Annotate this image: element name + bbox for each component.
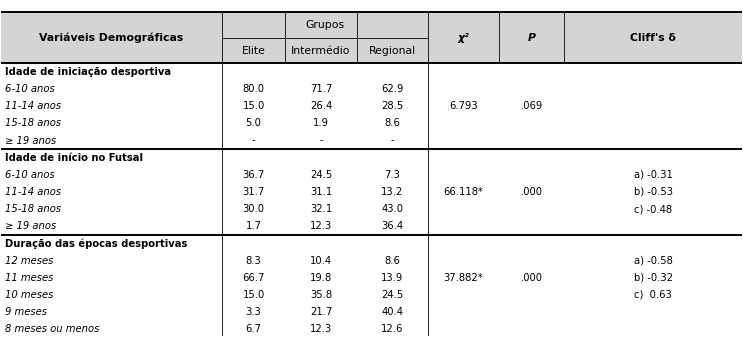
Text: 6.7: 6.7 bbox=[246, 324, 262, 334]
Text: .069: .069 bbox=[521, 101, 543, 111]
Text: 43.0: 43.0 bbox=[381, 204, 403, 214]
Text: 11-14 anos: 11-14 anos bbox=[5, 101, 61, 111]
Text: χ²: χ² bbox=[458, 33, 470, 43]
Text: 15.0: 15.0 bbox=[242, 101, 265, 111]
Text: 8 meses ou menos: 8 meses ou menos bbox=[5, 324, 100, 334]
Text: b) -0.53: b) -0.53 bbox=[634, 187, 673, 197]
Text: 6-10 anos: 6-10 anos bbox=[5, 84, 55, 94]
Text: .000: .000 bbox=[521, 187, 542, 197]
Text: 24.5: 24.5 bbox=[381, 290, 403, 300]
Text: 37.882*: 37.882* bbox=[444, 273, 484, 283]
Text: Regional: Regional bbox=[369, 45, 416, 56]
Text: ≥ 19 anos: ≥ 19 anos bbox=[5, 135, 56, 146]
Text: 13.2: 13.2 bbox=[381, 187, 403, 197]
Text: 13.9: 13.9 bbox=[381, 273, 403, 283]
Text: Grupos: Grupos bbox=[305, 20, 344, 30]
Text: 11-14 anos: 11-14 anos bbox=[5, 187, 61, 197]
Text: 9 meses: 9 meses bbox=[5, 307, 47, 317]
Text: a) -0.58: a) -0.58 bbox=[634, 255, 672, 266]
Text: 10.4: 10.4 bbox=[310, 255, 332, 266]
Text: 30.0: 30.0 bbox=[242, 204, 265, 214]
Text: 8.6: 8.6 bbox=[384, 118, 400, 128]
Text: 28.5: 28.5 bbox=[381, 101, 403, 111]
Text: 80.0: 80.0 bbox=[242, 84, 265, 94]
Text: 31.7: 31.7 bbox=[242, 187, 265, 197]
Text: 35.8: 35.8 bbox=[310, 290, 332, 300]
Text: c) -0.48: c) -0.48 bbox=[635, 204, 672, 214]
Text: 19.8: 19.8 bbox=[310, 273, 332, 283]
Text: 31.1: 31.1 bbox=[310, 187, 332, 197]
Text: -: - bbox=[391, 135, 394, 146]
Text: -: - bbox=[252, 135, 256, 146]
Text: 66.118*: 66.118* bbox=[444, 187, 484, 197]
Text: 12.6: 12.6 bbox=[381, 324, 403, 334]
Text: 12.3: 12.3 bbox=[310, 324, 332, 334]
Text: ≥ 19 anos: ≥ 19 anos bbox=[5, 221, 56, 231]
Bar bbox=[1, 12, 742, 63]
Text: 32.1: 32.1 bbox=[310, 204, 332, 214]
Text: b) -0.32: b) -0.32 bbox=[634, 273, 673, 283]
Text: 15-18 anos: 15-18 anos bbox=[5, 118, 61, 128]
Text: 7.3: 7.3 bbox=[384, 170, 400, 180]
Text: 11 meses: 11 meses bbox=[5, 273, 53, 283]
Text: 66.7: 66.7 bbox=[242, 273, 265, 283]
Text: 62.9: 62.9 bbox=[381, 84, 403, 94]
Text: 36.7: 36.7 bbox=[242, 170, 265, 180]
Text: 6-10 anos: 6-10 anos bbox=[5, 170, 55, 180]
Text: P: P bbox=[528, 33, 536, 43]
Text: 15.0: 15.0 bbox=[242, 290, 265, 300]
Text: Variáveis Demográficas: Variáveis Demográficas bbox=[39, 33, 184, 43]
Text: 71.7: 71.7 bbox=[310, 84, 332, 94]
Text: 1.9: 1.9 bbox=[313, 118, 329, 128]
Text: 3.3: 3.3 bbox=[246, 307, 262, 317]
Text: Cliff's δ: Cliff's δ bbox=[630, 33, 676, 43]
Text: a) -0.31: a) -0.31 bbox=[634, 170, 672, 180]
Text: 10 meses: 10 meses bbox=[5, 290, 53, 300]
Text: Idade de iniciação desportiva: Idade de iniciação desportiva bbox=[5, 67, 172, 77]
Text: 15-18 anos: 15-18 anos bbox=[5, 204, 61, 214]
Text: c)  0.63: c) 0.63 bbox=[635, 290, 672, 300]
Text: Duração das épocas desportivas: Duração das épocas desportivas bbox=[5, 238, 187, 249]
Text: .000: .000 bbox=[521, 273, 542, 283]
Text: Idade de início no Futsal: Idade de início no Futsal bbox=[5, 153, 143, 163]
Text: -: - bbox=[319, 135, 323, 146]
Text: 26.4: 26.4 bbox=[310, 101, 332, 111]
Text: Intermédio: Intermédio bbox=[291, 45, 351, 56]
Text: 1.7: 1.7 bbox=[246, 221, 262, 231]
Text: 36.4: 36.4 bbox=[381, 221, 403, 231]
Text: 12.3: 12.3 bbox=[310, 221, 332, 231]
Text: 8.3: 8.3 bbox=[246, 255, 262, 266]
Text: 8.6: 8.6 bbox=[384, 255, 400, 266]
Text: Elite: Elite bbox=[241, 45, 265, 56]
Text: 21.7: 21.7 bbox=[310, 307, 332, 317]
Text: 6.793: 6.793 bbox=[450, 101, 478, 111]
Text: 24.5: 24.5 bbox=[310, 170, 332, 180]
Text: 12 meses: 12 meses bbox=[5, 255, 53, 266]
Text: 5.0: 5.0 bbox=[246, 118, 262, 128]
Text: 40.4: 40.4 bbox=[381, 307, 403, 317]
